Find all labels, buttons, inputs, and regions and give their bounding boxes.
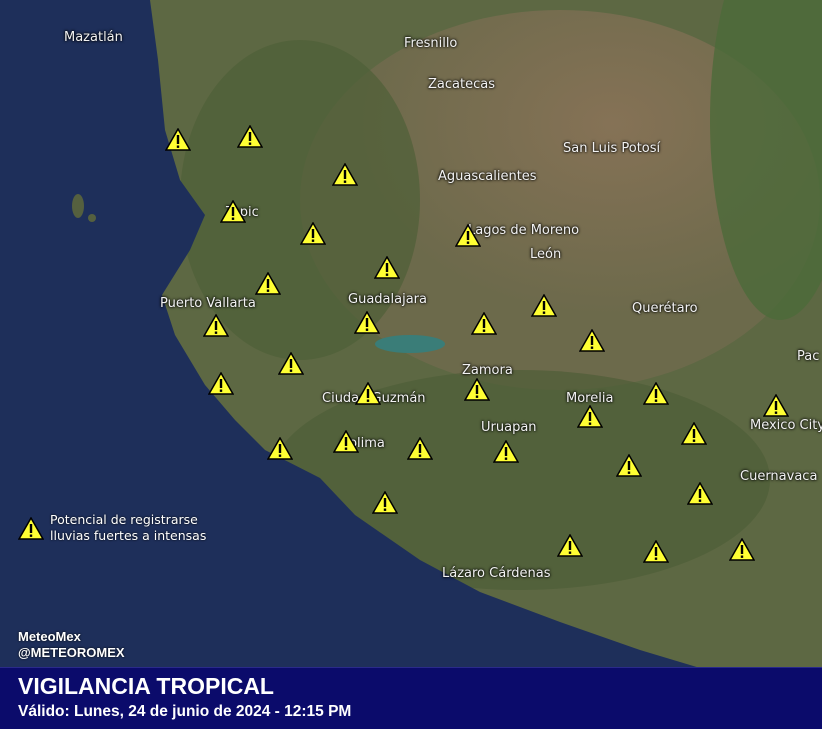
warning-triangle-icon (237, 125, 263, 148)
city-label: Lagos de Moreno (468, 223, 580, 238)
city-label: Fresnillo (404, 36, 458, 51)
legend-line-2: lluvias fuertes a intensas (50, 528, 207, 543)
warning-triangle-icon (681, 422, 707, 445)
warning-triangle-icon (333, 430, 359, 453)
warning-triangle-icon (278, 352, 304, 375)
warning-triangle-icon (687, 482, 713, 505)
warning-triangle-icon (374, 256, 400, 279)
warning-triangle-icon (471, 312, 497, 335)
title-banner: VIGILANCIA TROPICAL Válido: Lunes, 24 de… (0, 667, 822, 729)
city-label: Zacatecas (428, 77, 495, 92)
city-label: Mazatlán (64, 30, 123, 45)
city-label: Zamora (462, 363, 513, 378)
city-label: Puerto Vallarta (160, 296, 256, 311)
warning-triangle-icon (354, 311, 380, 334)
warning-triangle-icon (643, 540, 669, 563)
city-label: Pac (797, 349, 820, 364)
map-background (0, 0, 822, 668)
warning-triangle-icon (531, 294, 557, 317)
warning-triangle-icon (616, 454, 642, 477)
city-label: Morelia (566, 391, 614, 406)
city-label: Lázaro Cárdenas (442, 566, 551, 581)
city-label: Guadalajara (348, 292, 427, 307)
warning-triangle-icon (579, 329, 605, 352)
banner-title: VIGILANCIA TROPICAL (18, 673, 274, 699)
legend-line-1: Potencial de registrarse (50, 512, 198, 527)
warning-triangle-icon (763, 394, 789, 417)
city-label: León (530, 247, 562, 262)
warning-triangle-icon (455, 224, 481, 247)
warning-triangle-icon (729, 538, 755, 561)
credit-handle: @METEOROMEX (18, 645, 125, 660)
warning-triangle-icon (372, 491, 398, 514)
warning-triangle-icon (407, 437, 433, 460)
city-label: Mexico City (750, 418, 822, 433)
credits: MeteoMex @METEOROMEX (18, 629, 125, 661)
warning-triangle-icon (577, 405, 603, 428)
warning-triangle-icon (165, 128, 191, 151)
warning-triangle-icon (355, 382, 381, 405)
warning-triangle-icon (493, 440, 519, 463)
warning-triangle-icon (220, 200, 246, 223)
warning-triangle-icon (300, 222, 326, 245)
warning-triangle-icon (255, 272, 281, 295)
city-label: Querétaro (632, 301, 698, 316)
city-label: Uruapan (481, 420, 537, 435)
warning-triangle-icon (18, 516, 44, 540)
city-label: Cuernavaca (740, 469, 818, 484)
credit-name: MeteoMex (18, 629, 81, 644)
warning-triangle-icon (332, 163, 358, 186)
city-label: Aguascalientes (438, 169, 537, 184)
satellite-map[interactable]: Mazatlán Fresnillo Zacatecas San Luis Potos… (0, 0, 822, 668)
warning-triangle-icon (643, 382, 669, 405)
city-label: San Luis Potosí (563, 141, 661, 156)
warning-triangle-icon (208, 372, 234, 395)
warning-triangle-icon (203, 314, 229, 337)
warning-triangle-icon (557, 534, 583, 557)
legend: Potencial de registrarse lluvias fuertes… (18, 512, 206, 544)
banner-subtitle: Válido: Lunes, 24 de junio de 2024 - 12:… (18, 703, 352, 720)
warning-triangle-icon (464, 378, 490, 401)
warning-triangle-icon (267, 437, 293, 460)
